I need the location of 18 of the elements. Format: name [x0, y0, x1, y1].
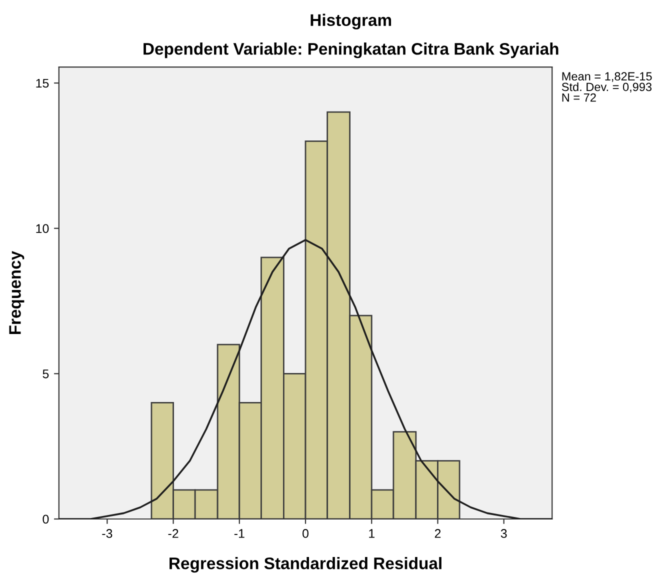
- y-tick-label: 5: [42, 370, 49, 378]
- text: Mean = 1,82E-15: [562, 72, 652, 82]
- x-tick-label: 3: [500, 529, 507, 538]
- y-tick-label: 10: [36, 224, 49, 234]
- x-tick-label: 0: [302, 529, 308, 538]
- y-axis-title: Frequency: [9, 250, 24, 334]
- x-tick-label: -1: [234, 529, 244, 538]
- text: Std. Dev. = 0,993: [562, 82, 652, 93]
- x-tick-label: 1: [369, 529, 374, 538]
- x-axis-title: Regression Standardized Residual: [170, 557, 442, 573]
- text: N = 72: [562, 93, 596, 102]
- x-tick-label: -2: [168, 529, 178, 538]
- y-tick-label: 15: [36, 78, 49, 88]
- y-tick-label: 0: [42, 514, 49, 524]
- chart-subtitle: Dependent Variable: Peningkatan Citra Bank Syariah: [144, 42, 558, 58]
- x-tick-label: 2: [434, 529, 441, 538]
- x-tick-label: -3: [102, 529, 112, 538]
- chart-title: Histogram: [310, 14, 392, 30]
